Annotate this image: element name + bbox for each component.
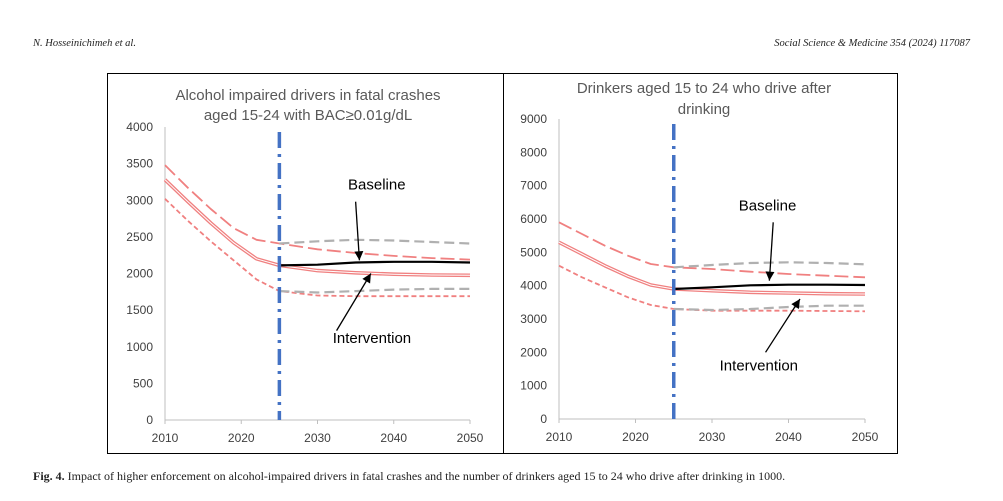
annotation-arrow-shaft: [336, 273, 372, 331]
x-tick-label: 2020: [622, 430, 649, 444]
series-line-baseline-lower: [279, 287, 470, 294]
figure-caption: Fig. 4. Impact of higher enforcement on …: [33, 469, 983, 484]
y-tick-label: 0: [146, 413, 153, 427]
x-tick-label: 2030: [699, 430, 726, 444]
series-line-intervention-upper: [164, 164, 471, 261]
series-line-baseline-upper: [279, 238, 471, 245]
series-line-intervention-upper: [558, 221, 866, 279]
annotation-arrow-shaft: [768, 222, 774, 281]
series-line-baseline: [673, 283, 866, 291]
chart-svg-alcohol-impaired: Alcohol impaired drivers in fatal crashe…: [126, 87, 484, 445]
y-tick-label: 3000: [126, 193, 153, 207]
annotation-arrow-head: [354, 251, 364, 261]
series-line-intervention-lower: [558, 264, 866, 313]
y-tick-label: 3000: [520, 312, 547, 326]
y-tick-label: 2000: [520, 345, 547, 359]
figure-caption-label: Fig. 4.: [33, 469, 65, 483]
annotation-arrow-shaft: [354, 201, 361, 261]
series-line-intervention-lower: [164, 198, 470, 298]
chart-title-line: drinking: [678, 101, 731, 118]
chart-title-line: Drinkers aged 15 to 24 who drive after: [577, 80, 831, 97]
y-tick-label: 7000: [520, 179, 547, 193]
y-tick-label: 500: [133, 376, 153, 390]
x-tick-label: 2030: [304, 431, 331, 445]
x-tick-label: 2020: [228, 431, 255, 445]
y-tick-label: 5000: [520, 245, 547, 259]
chart-panel-drinkers: Drinkers aged 15 to 24 who drive after dr…: [503, 73, 898, 454]
series-line-baseline-lower: [673, 304, 865, 312]
chart-title-line: aged 15-24 with BAC≥0.01g/dL: [204, 107, 412, 124]
chart-svg-drinkers: Drinkers aged 15 to 24 who drive after dr…: [520, 80, 879, 444]
annotation-arrow-head: [362, 273, 371, 284]
x-tick-label: 2010: [152, 431, 179, 445]
y-tick-label: 3500: [126, 157, 153, 171]
chart-panel-alcohol-impaired: Alcohol impaired drivers in fatal crashe…: [107, 73, 504, 454]
y-tick-label: 1500: [126, 303, 153, 317]
annotation-intervention: Intervention: [333, 330, 411, 347]
y-tick-label: 6000: [520, 212, 547, 226]
series-line-baseline-upper: [673, 261, 866, 269]
y-tick-label: 0: [540, 412, 547, 426]
x-tick-label: 2040: [775, 430, 802, 444]
chart-title-line: Alcohol impaired drivers in fatal crashe…: [175, 87, 440, 104]
x-tick-label: 2010: [546, 430, 573, 444]
y-tick-label: 8000: [520, 145, 547, 159]
y-tick-label: 2500: [126, 230, 153, 244]
y-tick-label: 4000: [126, 120, 153, 134]
x-tick-label: 2050: [457, 431, 484, 445]
annotation-arrow-head: [765, 271, 775, 281]
y-tick-label: 9000: [520, 112, 547, 126]
series-line-baseline: [279, 260, 471, 267]
y-tick-label: 1000: [520, 379, 547, 393]
annotation-arrow-shaft: [765, 298, 801, 353]
figure-caption-text: Impact of higher enforcement on alcohol-…: [64, 469, 786, 483]
y-tick-label: 2000: [126, 267, 153, 281]
annotation-baseline: Baseline: [739, 198, 797, 215]
running-header-authors: N. Hosseinichimeh et al.: [33, 38, 136, 49]
y-tick-label: 1000: [126, 340, 153, 354]
running-header-journal: Social Science & Medicine 354 (2024) 117…: [774, 38, 970, 49]
x-tick-label: 2040: [380, 431, 407, 445]
annotation-baseline: Baseline: [348, 176, 406, 193]
y-tick-label: 4000: [520, 279, 547, 293]
annotation-arrow-head: [791, 299, 800, 310]
x-tick-label: 2050: [852, 430, 879, 444]
annotation-intervention: Intervention: [720, 358, 798, 375]
